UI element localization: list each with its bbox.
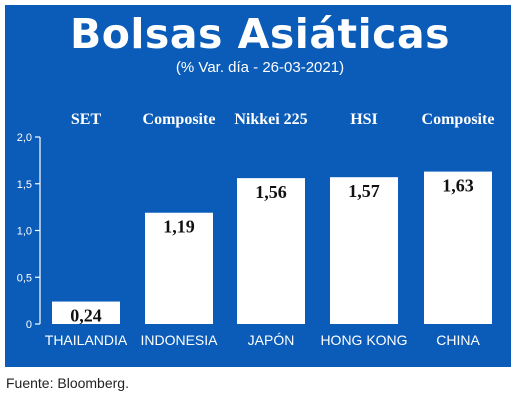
index-label: Composite: [143, 111, 216, 128]
y-tick-label: 0: [26, 319, 32, 331]
value-labels: 0,24 1,19 1,56 1,57 1,63: [70, 176, 474, 326]
index-label: Nikkei 225: [234, 111, 307, 128]
bar: [145, 212, 213, 324]
bar: [52, 301, 120, 324]
y-tick-label: 1,5: [17, 179, 32, 191]
y-tick-label: 2,0: [17, 132, 32, 144]
y-tick-label: 0,5: [17, 272, 32, 284]
bar: [424, 171, 492, 324]
bars: [52, 171, 492, 324]
category-labels: THAILANDIA INDONESIA JAPÓN HONG KONG CHINA: [45, 332, 481, 348]
value-label: 1,63: [442, 176, 474, 196]
value-label: 1,19: [163, 217, 195, 237]
index-label: HSI: [350, 111, 378, 128]
value-label: 1,57: [348, 181, 380, 201]
index-label: Composite: [422, 111, 495, 128]
category-label: HONG KONG: [320, 332, 407, 348]
y-tick-label: 1,0: [17, 226, 32, 238]
index-labels: SET Composite Nikkei 225 HSI Composite: [71, 111, 495, 128]
category-label: INDONESIA: [140, 332, 218, 348]
value-label: 0,24: [70, 306, 102, 326]
category-label: THAILANDIA: [45, 332, 128, 348]
chart-subtitle: (% Var. día - 26-03-2021): [175, 59, 345, 76]
bar: [237, 178, 305, 324]
category-label: JAPÓN: [248, 332, 295, 348]
index-label: SET: [71, 111, 102, 128]
bar-chart: 0 0,5 1,0 1,5 2,0 SET Composite Nikkei 225 HSI C…: [17, 111, 495, 348]
bar: [330, 177, 398, 324]
y-axis: 0 0,5 1,0 1,5 2,0: [17, 132, 41, 331]
value-label: 1,56: [255, 182, 287, 202]
category-label: CHINA: [436, 332, 480, 348]
chart-title: Bolsas Asiáticas: [69, 10, 451, 58]
source-note: Fuente: Bloomberg.: [6, 375, 129, 391]
